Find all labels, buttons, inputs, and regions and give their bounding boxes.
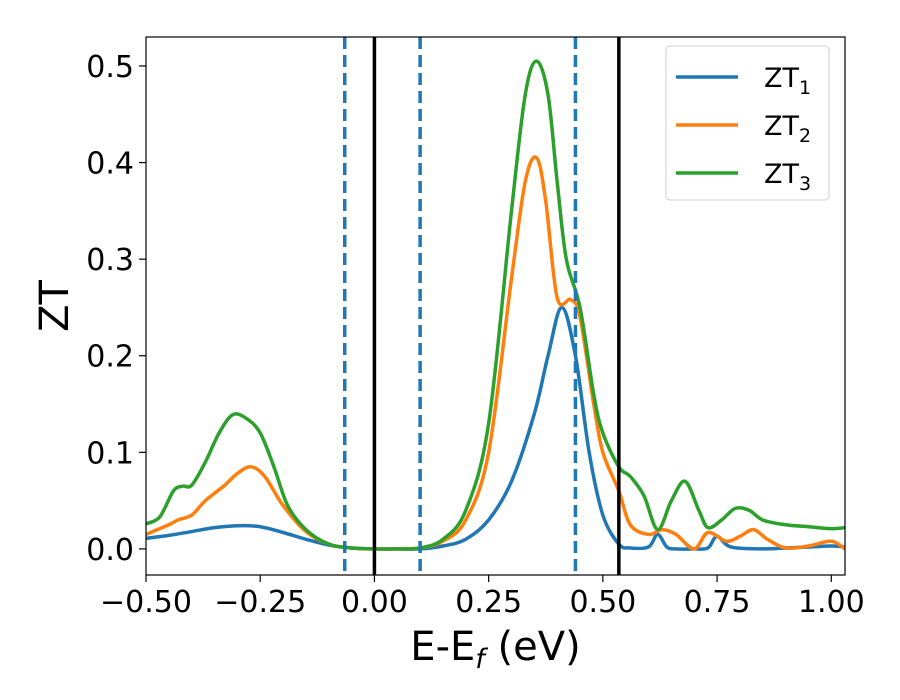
x-tick-label: −0.50 — [100, 585, 192, 620]
x-tick-label: 0.00 — [341, 585, 408, 620]
legend-box — [665, 45, 830, 201]
y-tick-label: 0.5 — [86, 50, 134, 85]
legend-label-subscript: 3 — [799, 173, 811, 195]
legend-item-zt1: ZT1 — [676, 63, 811, 99]
y-axis-title: ZT — [32, 280, 78, 332]
y-ticks: 0.0 0.1 0.2 0.3 0.4 0.5 — [86, 50, 146, 568]
legend-label-subscript: 1 — [799, 77, 811, 99]
legend-label-main: ZT — [764, 63, 799, 94]
legend-item-zt2: ZT2 — [676, 111, 811, 147]
x-axis-title: E-Ef (eV) — [410, 624, 580, 675]
y-tick-label: 0.2 — [86, 340, 134, 375]
y-tick-label: 0.0 — [86, 533, 134, 568]
legend-label-main: ZT — [764, 111, 799, 142]
series-layer — [146, 59, 845, 551]
y-tick-label: 0.4 — [86, 147, 134, 182]
x-tick-label: 0.25 — [455, 585, 522, 620]
y-tick-label: 0.3 — [86, 243, 134, 278]
plot-frame — [145, 36, 846, 576]
legend-label: ZT3 — [764, 159, 811, 195]
x-axis-title-unit: (eV) — [485, 624, 581, 670]
x-ticks: −0.50 −0.25 0.00 0.25 0.50 0.75 1.00 — [100, 575, 865, 620]
x-tick-label: 0.75 — [684, 585, 751, 620]
series-line-zt2 — [146, 155, 845, 551]
reference-lines-layer — [342, 37, 621, 575]
legend-item-zt3: ZT3 — [676, 159, 811, 195]
series-line-zt1 — [146, 305, 845, 551]
legend-label-main: ZT — [764, 159, 799, 190]
y-tick-label: 0.1 — [86, 436, 134, 471]
x-tick-label: 0.50 — [569, 585, 636, 620]
legend-label: ZT2 — [764, 111, 811, 147]
legend-label-subscript: 2 — [799, 125, 811, 147]
x-tick-label: −0.25 — [214, 585, 306, 620]
x-axis-title-main: E-E — [410, 624, 475, 670]
legend-label: ZT1 — [764, 63, 811, 99]
x-tick-label: 1.00 — [798, 585, 865, 620]
series-line-zt3 — [146, 59, 845, 551]
